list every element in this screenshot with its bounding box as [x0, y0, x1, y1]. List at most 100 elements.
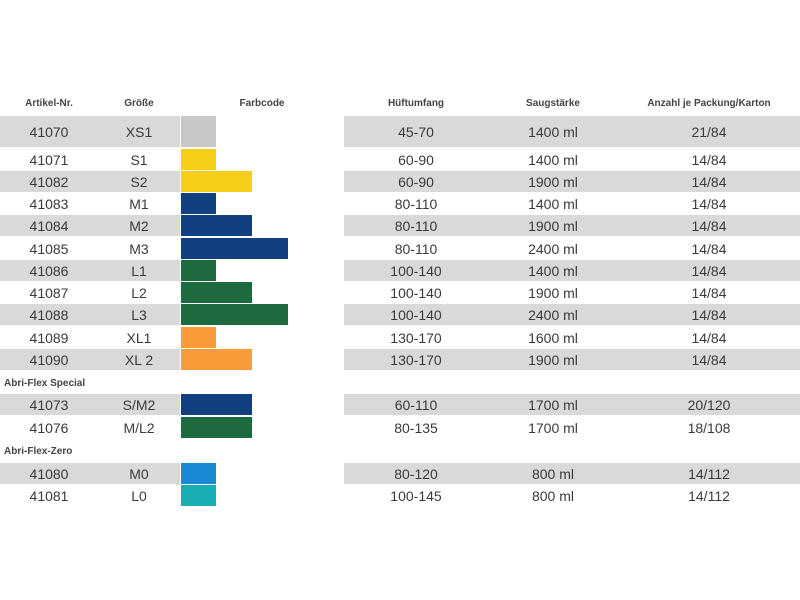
- row-background-left: [0, 171, 180, 192]
- color-code-swatch: [181, 349, 252, 370]
- size-cell: L3: [131, 306, 147, 323]
- color-code-swatch: [181, 394, 252, 415]
- size-cell: M3: [129, 240, 149, 257]
- hip-circumference-cell: 60-90: [398, 173, 434, 190]
- row-background-left: [0, 116, 180, 147]
- pack-quantity-cell: 21/84: [691, 123, 727, 140]
- row-background-right: [344, 116, 800, 147]
- header-hip-circumference: Hüftumfang: [387, 98, 445, 109]
- absorbency-cell: 1700 ml: [528, 396, 578, 413]
- size-cell: M2: [129, 217, 149, 234]
- hip-circumference-cell: 100-140: [390, 284, 442, 301]
- header-pack-quantity: Anzahl je Packung/Karton: [647, 98, 771, 109]
- row-background-right: [344, 349, 800, 370]
- article-number-cell: 41071: [29, 151, 69, 168]
- table-row: 41080 M0 80-120 800 ml 14/112: [0, 463, 800, 484]
- article-number-cell: 41089: [29, 329, 69, 346]
- pack-quantity-cell: 14/84: [691, 217, 727, 234]
- pack-quantity-cell: 18/108: [687, 419, 731, 436]
- size-cell: M/L2: [123, 419, 155, 436]
- pack-quantity-cell: 14/84: [691, 262, 727, 279]
- size-cell: XL 2: [124, 351, 154, 368]
- article-number-cell: 41073: [29, 396, 69, 413]
- size-cell: XS1: [125, 123, 153, 140]
- color-code-swatch: [181, 149, 216, 170]
- section-title: Abri-Flex-Zero: [4, 446, 73, 457]
- hip-circumference-cell: 100-140: [390, 306, 442, 323]
- table-row: 41082 S2 60-90 1900 ml 14/84: [0, 171, 800, 192]
- pack-quantity-cell: 14/112: [688, 487, 730, 504]
- color-code-swatch: [181, 215, 252, 236]
- article-number-cell: 41085: [29, 240, 69, 257]
- article-number-cell: 41086: [29, 262, 69, 279]
- article-number-cell: 41070: [29, 123, 69, 140]
- hip-circumference-cell: 80-110: [394, 240, 438, 257]
- color-code-swatch: [181, 193, 216, 214]
- pack-quantity-cell: 14/112: [688, 465, 730, 482]
- header-size: Größe: [124, 98, 154, 109]
- absorbency-cell: 1900 ml: [528, 284, 578, 301]
- absorbency-cell: 800 ml: [531, 487, 575, 504]
- size-cell: M0: [129, 465, 149, 482]
- absorbency-cell: 2400 ml: [528, 240, 578, 257]
- size-cell: L2: [131, 284, 147, 301]
- color-code-swatch: [181, 238, 288, 259]
- pack-quantity-cell: 14/84: [691, 284, 727, 301]
- row-background-left: [0, 260, 180, 281]
- size-cell: L0: [131, 487, 147, 504]
- hip-circumference-cell: 60-90: [398, 151, 434, 168]
- table-row: 41090 XL 2 130-170 1900 ml 14/84: [0, 349, 800, 370]
- absorbency-cell: 800 ml: [531, 465, 575, 482]
- color-code-swatch: [181, 417, 252, 438]
- size-cell: XL1: [126, 329, 152, 346]
- hip-circumference-cell: 100-145: [390, 487, 442, 504]
- row-background-left: [0, 304, 180, 325]
- row-background-right: [344, 260, 800, 281]
- table-row: 41086 L1 100-140 1400 ml 14/84: [0, 260, 800, 281]
- table-row: 41087 L2 100-140 1900 ml 14/84: [0, 282, 800, 303]
- pack-quantity-cell: 14/84: [691, 240, 727, 257]
- hip-circumference-cell: 80-110: [394, 217, 438, 234]
- section-title: Abri-Flex Special: [4, 378, 86, 389]
- header-absorbency: Saugstärke: [526, 98, 580, 109]
- absorbency-cell: 1400 ml: [528, 195, 578, 212]
- table-row: 41071 S1 60-90 1400 ml 14/84: [0, 149, 800, 170]
- absorbency-cell: 2400 ml: [528, 306, 578, 323]
- absorbency-cell: 1900 ml: [528, 217, 578, 234]
- absorbency-cell: 1600 ml: [528, 329, 578, 346]
- article-number-cell: 41088: [29, 306, 69, 323]
- table-row: 41088 L3 100-140 2400 ml 14/84: [0, 304, 800, 325]
- table-row: 41085 M3 80-110 2400 ml 14/84: [0, 238, 800, 259]
- table-row: 41084 M2 80-110 1900 ml 14/84: [0, 215, 800, 236]
- color-code-swatch: [181, 304, 288, 325]
- absorbency-cell: 1700 ml: [528, 419, 578, 436]
- hip-circumference-cell: 130-170: [390, 351, 442, 368]
- table-row: 41089 XL1 130-170 1600 ml 14/84: [0, 327, 800, 348]
- color-code-swatch: [181, 463, 216, 484]
- article-number-cell: 41087: [29, 284, 69, 301]
- article-number-cell: 41083: [29, 195, 69, 212]
- article-number-cell: 41082: [29, 173, 69, 190]
- pack-quantity-cell: 14/84: [691, 329, 727, 346]
- absorbency-cell: 1400 ml: [528, 151, 578, 168]
- pack-quantity-cell: 14/84: [691, 306, 727, 323]
- row-background-right: [344, 463, 800, 484]
- header-color-code: Farbcode: [239, 98, 285, 109]
- table-row: 41076 M/L2 80-135 1700 ml 18/108: [0, 417, 800, 438]
- header-article: Artikel-Nr.: [25, 98, 73, 109]
- article-number-cell: 41080: [29, 465, 69, 482]
- article-number-cell: 41084: [29, 217, 69, 234]
- size-cell: M1: [129, 195, 149, 212]
- size-cell: L1: [131, 262, 147, 279]
- row-background-left: [0, 394, 180, 415]
- size-cell: S/M2: [122, 396, 156, 413]
- article-number-cell: 41090: [29, 351, 69, 368]
- absorbency-cell: 1900 ml: [528, 173, 578, 190]
- color-code-swatch: [181, 282, 252, 303]
- absorbency-cell: 1400 ml: [528, 262, 578, 279]
- hip-circumference-cell: 60-110: [394, 396, 438, 413]
- hip-circumference-cell: 80-110: [394, 195, 438, 212]
- hip-circumference-cell: 80-135: [394, 419, 438, 436]
- pack-quantity-cell: 14/84: [691, 195, 727, 212]
